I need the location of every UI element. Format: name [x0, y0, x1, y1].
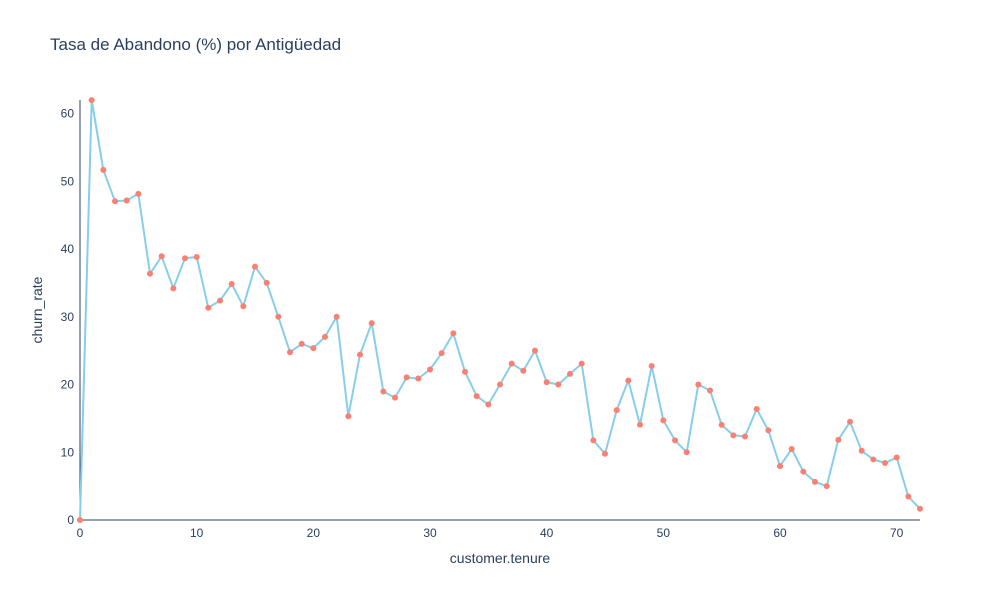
data-point[interactable] [823, 483, 830, 490]
data-point[interactable] [917, 505, 923, 512]
churn-rate-line [79, 99, 921, 521]
data-point[interactable] [275, 313, 282, 320]
series-group [79, 99, 921, 521]
data-point[interactable] [170, 285, 177, 292]
data-point[interactable] [602, 450, 608, 457]
data-point[interactable] [263, 279, 270, 286]
data-point[interactable] [147, 270, 153, 277]
data-point[interactable] [905, 493, 912, 500]
data-point[interactable] [765, 427, 772, 434]
data-point[interactable] [613, 407, 620, 414]
y-tick-label: 10 [61, 445, 75, 459]
data-point[interactable] [788, 446, 795, 453]
chart-title: Tasa de Abandono (%) por Antigüedad [50, 35, 341, 54]
data-point[interactable] [625, 377, 632, 384]
data-point[interactable] [590, 437, 597, 444]
data-point[interactable] [648, 363, 655, 370]
x-axis-ticks: 0 10 20 30 40 50 60 70 [77, 526, 904, 540]
data-point[interactable] [333, 313, 340, 320]
data-point[interactable] [345, 413, 352, 420]
data-point[interactable] [683, 449, 690, 456]
data-point[interactable] [403, 374, 410, 381]
data-point[interactable] [485, 401, 492, 408]
data-point[interactable] [812, 478, 818, 485]
data-point[interactable] [800, 468, 807, 475]
x-tick-label: 10 [190, 526, 204, 540]
data-point[interactable] [205, 304, 212, 311]
data-point[interactable] [672, 437, 678, 444]
data-point[interactable] [567, 370, 573, 377]
data-point[interactable] [730, 432, 737, 439]
x-tick-label: 30 [423, 526, 437, 540]
x-tick-label: 0 [77, 526, 84, 540]
x-tick-label: 60 [773, 526, 787, 540]
data-point[interactable] [88, 97, 95, 104]
y-tick-label: 30 [61, 310, 75, 324]
data-point[interactable] [543, 379, 550, 386]
data-point[interactable] [427, 366, 433, 373]
y-axis-ticks: 0 10 20 30 40 50 60 [61, 107, 75, 527]
data-point[interactable] [252, 263, 258, 270]
data-point[interactable] [660, 417, 667, 424]
data-point[interactable] [578, 360, 585, 367]
data-point[interactable] [298, 340, 305, 347]
data-point[interactable] [858, 447, 865, 454]
x-axis-title: customer.tenure [450, 550, 551, 566]
data-point[interactable] [520, 367, 527, 374]
data-point[interactable] [392, 394, 398, 401]
data-point[interactable] [112, 198, 118, 205]
data-point[interactable] [380, 388, 387, 395]
x-tick-label: 20 [307, 526, 321, 540]
data-point[interactable] [753, 405, 760, 412]
data-point[interactable] [777, 463, 783, 470]
x-tick-label: 50 [657, 526, 671, 540]
x-tick-label: 70 [890, 526, 904, 540]
data-point[interactable] [695, 381, 702, 388]
data-point[interactable] [135, 190, 142, 197]
y-tick-label: 60 [61, 107, 75, 121]
data-point[interactable] [228, 280, 235, 287]
data-point[interactable] [637, 421, 643, 428]
marker-group [77, 97, 923, 523]
data-point[interactable] [835, 436, 842, 443]
data-point[interactable] [357, 351, 363, 358]
data-point[interactable] [310, 345, 317, 352]
data-point[interactable] [462, 368, 468, 375]
data-point[interactable] [193, 254, 200, 261]
data-point[interactable] [532, 347, 538, 354]
y-tick-label: 20 [61, 378, 75, 392]
y-tick-label: 0 [67, 513, 74, 527]
data-point[interactable] [870, 456, 877, 463]
y-tick-label: 40 [61, 242, 75, 256]
data-point[interactable] [368, 320, 375, 327]
data-point[interactable] [240, 303, 247, 310]
data-point[interactable] [182, 255, 188, 262]
data-point[interactable] [123, 197, 130, 204]
data-point[interactable] [100, 166, 107, 173]
data-point[interactable] [707, 387, 713, 394]
x-tick-label: 40 [540, 526, 554, 540]
data-point[interactable] [497, 381, 503, 388]
data-point[interactable] [473, 393, 480, 400]
data-point[interactable] [893, 454, 900, 461]
data-point[interactable] [742, 433, 748, 440]
data-point[interactable] [508, 360, 515, 367]
data-point[interactable] [882, 459, 888, 466]
data-point[interactable] [847, 418, 853, 425]
data-point[interactable] [438, 350, 445, 357]
data-point[interactable] [555, 381, 562, 388]
data-point[interactable] [415, 375, 422, 382]
y-tick-label: 50 [61, 174, 75, 188]
data-point[interactable] [322, 333, 328, 340]
data-point[interactable] [718, 421, 725, 428]
data-point[interactable] [217, 297, 223, 304]
data-point[interactable] [158, 253, 165, 260]
data-point[interactable] [287, 349, 293, 356]
data-point[interactable] [450, 330, 457, 337]
y-axis-title: churn_rate [29, 276, 45, 343]
data-point[interactable] [77, 517, 83, 523]
